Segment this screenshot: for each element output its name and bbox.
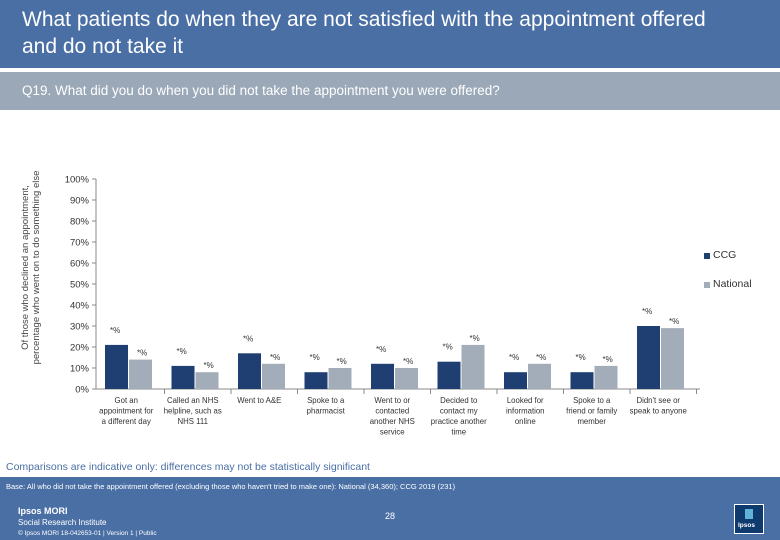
data-label: *% — [403, 357, 413, 366]
data-label: *% — [137, 349, 147, 358]
question-text: Q19. What did you do when you did not ta… — [22, 83, 500, 98]
x-tick-label: Looked for — [507, 396, 544, 405]
ipsos-logo: Ipsos — [734, 504, 764, 534]
legend-swatch-ccg — [704, 253, 710, 259]
y-tick-label: 10% — [70, 364, 90, 375]
footer-bar: Base: All who did not take the appointme… — [0, 477, 780, 540]
y-tick-label: 30% — [70, 322, 90, 333]
bar-ccg — [105, 344, 128, 389]
bar-national — [461, 344, 485, 389]
x-tick-label: contacted — [375, 407, 409, 416]
data-label: *% — [443, 343, 453, 352]
x-tick-label: information — [506, 407, 545, 416]
bar-ccg — [570, 372, 594, 389]
bar-ccg — [238, 353, 261, 389]
data-label: *% — [470, 334, 480, 343]
y-tick-label: 50% — [70, 280, 90, 291]
x-tick-label: online — [515, 417, 536, 426]
x-tick-label: Spoke to a — [573, 396, 611, 405]
x-tick-label: appointment for — [99, 407, 154, 416]
x-tick-label: pharmacist — [307, 407, 346, 416]
bar-national — [528, 363, 551, 389]
x-tick-label: a different day — [102, 417, 151, 426]
page-title: What patients do when they are not satis… — [22, 8, 706, 58]
bar-national — [262, 363, 285, 389]
bar-national — [395, 368, 418, 389]
ipsos-logo-text: Ipsos — [738, 522, 755, 529]
x-tick-label: another NHS — [370, 417, 415, 426]
bar-national — [661, 328, 684, 389]
data-label: *% — [509, 353, 519, 362]
x-tick-label: helpline, such as — [164, 407, 222, 416]
data-label: *% — [204, 361, 214, 370]
y-tick-label: 60% — [70, 259, 90, 270]
data-label: *% — [642, 307, 652, 316]
bar-ccg — [304, 372, 328, 389]
bar-national — [594, 365, 618, 389]
x-tick-label: Called an NHS — [167, 396, 219, 405]
x-tick-label: Got an — [115, 396, 138, 405]
bar-ccg — [171, 365, 195, 389]
y-tick-label: 70% — [70, 238, 90, 249]
bar-national — [195, 372, 219, 389]
ipsos-logo-mark — [745, 509, 753, 519]
data-label: *% — [243, 334, 253, 343]
bar-ccg — [371, 363, 394, 389]
legend-label-national: National — [713, 278, 752, 290]
x-tick-label: Went to A&E — [237, 396, 281, 405]
data-label: *% — [270, 353, 280, 362]
caveat-note: Comparisons are indicative only: differe… — [6, 461, 370, 473]
data-label: *% — [177, 347, 187, 356]
y-tick-label: 20% — [70, 343, 90, 354]
data-label: *% — [536, 353, 546, 362]
data-label: *% — [376, 345, 386, 354]
y-tick-label: 0% — [75, 385, 89, 396]
y-tick-label: 90% — [70, 196, 90, 207]
data-label: *% — [310, 353, 320, 362]
legend-swatch-national — [704, 282, 710, 288]
data-label: *% — [669, 317, 679, 326]
y-tick-label: 100% — [65, 175, 90, 186]
bar-ccg — [637, 326, 660, 389]
legal-text: © Ipsos MORI 18-042653-01 | Version 1 | … — [18, 530, 157, 537]
data-label: *% — [337, 357, 347, 366]
x-tick-label: time — [451, 428, 466, 437]
x-tick-label: NHS 111 — [178, 417, 208, 426]
data-label: *% — [110, 326, 120, 335]
bar-chart: 0% 10% 20% 30% 40% 50% 60% 70% 80% 90% 100% *% *% Got… — [65, 175, 700, 437]
bar-ccg — [437, 361, 461, 389]
bar-national — [129, 359, 152, 389]
ipsos-mori-logo-text: Ipsos MORI — [18, 506, 68, 516]
header-banner: What patients do when they are not satis… — [0, 0, 780, 68]
data-label: *% — [576, 353, 586, 362]
x-tick-label: Didn't see or — [636, 396, 680, 405]
x-tick-label: practice another — [431, 417, 487, 426]
y-tick-label: 80% — [70, 217, 90, 228]
bar-national — [328, 368, 352, 389]
base-note: Base: All who did not take the appointme… — [6, 482, 456, 491]
page-number: 28 — [385, 511, 396, 521]
x-tick-label: Decided to — [440, 396, 478, 405]
bar-ccg — [504, 372, 527, 389]
institute-name: Social Research Institute — [18, 518, 107, 527]
y-tick-label: 40% — [70, 301, 90, 312]
x-tick-label: contact my — [440, 407, 478, 416]
legend-item-ccg: CCG — [704, 249, 774, 263]
x-tick-label: Went to or — [374, 396, 410, 405]
x-tick-label: Spoke to a — [307, 396, 345, 405]
x-tick-label: friend or family — [566, 407, 617, 416]
data-label: *% — [603, 355, 613, 364]
x-tick-label: speak to anyone — [630, 407, 687, 416]
x-tick-label: member — [577, 417, 606, 426]
legend-label-ccg: CCG — [713, 249, 737, 261]
x-tick-label: service — [380, 428, 405, 437]
question-bar: Q19. What did you do when you did not ta… — [0, 72, 780, 110]
legend-item-national: National — [704, 278, 774, 292]
